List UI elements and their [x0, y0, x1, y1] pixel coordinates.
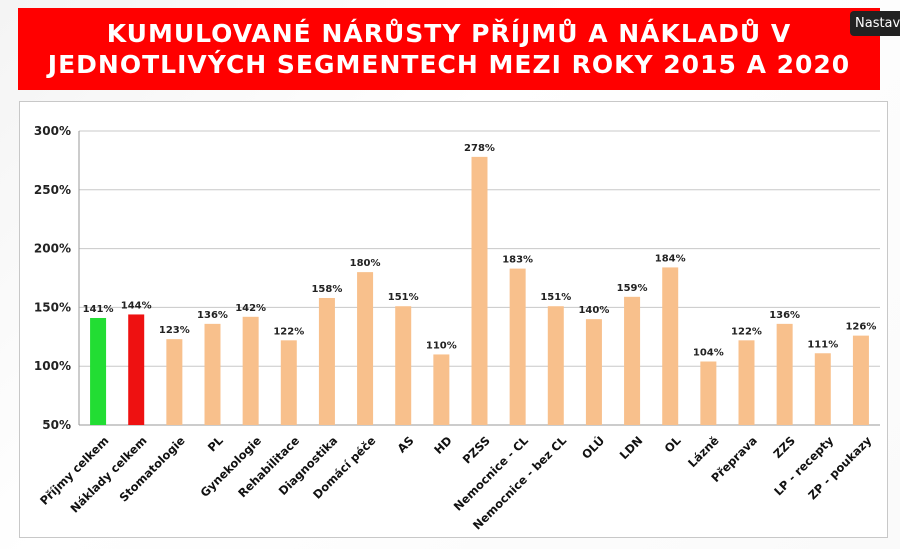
- bar: [471, 156, 488, 425]
- y-tick-label: 200%: [34, 242, 71, 256]
- bar: [852, 335, 869, 425]
- y-tick-label: 100%: [34, 359, 71, 373]
- x-tick-label: OL: [662, 433, 684, 455]
- data-label: 126%: [845, 322, 876, 333]
- bar: [585, 319, 602, 425]
- data-label: 110%: [426, 340, 457, 351]
- bar: [814, 353, 831, 425]
- bar: [166, 339, 183, 425]
- bar: [433, 354, 450, 425]
- x-tick-label: OLÚ: [578, 433, 607, 462]
- data-label: 180%: [350, 258, 381, 269]
- data-label: 151%: [388, 292, 419, 303]
- data-label: 122%: [273, 326, 304, 337]
- y-tick-label: 250%: [34, 183, 71, 197]
- data-label: 158%: [311, 284, 342, 295]
- y-tick-label: 50%: [42, 418, 71, 432]
- data-label: 144%: [121, 300, 152, 311]
- data-label: 111%: [807, 339, 838, 350]
- bar: [204, 323, 221, 425]
- data-label: 122%: [731, 326, 762, 337]
- data-label: 140%: [578, 305, 609, 316]
- bar: [509, 268, 526, 425]
- data-label: 136%: [769, 310, 800, 321]
- bar: [318, 297, 335, 425]
- bar: [776, 323, 793, 425]
- bar: [624, 296, 641, 425]
- y-tick-label: 150%: [34, 300, 71, 314]
- x-tick-label: Lázně: [685, 433, 722, 470]
- data-label: 136%: [197, 310, 228, 321]
- title-line-2: JEDNOTLIVÝCH SEGMENTECH MEZI ROKY 2015 A…: [47, 50, 851, 79]
- data-label: 142%: [235, 303, 266, 314]
- x-tick-label: AS: [395, 433, 417, 455]
- bar: [90, 317, 107, 425]
- y-tick-label: 300%: [34, 124, 71, 138]
- data-label: 141%: [83, 304, 114, 315]
- settings-button[interactable]: Nastav: [850, 11, 900, 36]
- x-tick-label: PL: [205, 433, 227, 455]
- data-label: 123%: [159, 325, 190, 336]
- data-label: 104%: [693, 347, 724, 358]
- data-label: 159%: [617, 283, 648, 294]
- title-banner: KUMULOVANÉ NÁRŮSTY PŘÍJMŮ A NÁKLADŮ V JE…: [18, 8, 880, 90]
- title-line-1: KUMULOVANÉ NÁRŮSTY PŘÍJMŮ A NÁKLADŮ V: [106, 19, 792, 48]
- bar: [357, 272, 374, 425]
- data-label: 151%: [540, 292, 571, 303]
- bar: [547, 306, 564, 425]
- bar-chart: 50% 100% 150% 200% 250% 300% 141% Příjmy celkem…: [34, 124, 880, 533]
- x-tick-label: Stomatologie: [117, 433, 188, 504]
- bar: [395, 306, 412, 425]
- x-tick-label: ZZS: [770, 433, 798, 461]
- chart-frame: 50% 100% 150% 200% 250% 300% 141% Příjmy celkem…: [19, 101, 888, 538]
- bar: [128, 314, 145, 425]
- bar: [280, 340, 297, 425]
- x-tick-label: PZSS: [460, 433, 493, 466]
- bar: [700, 361, 717, 425]
- bar: [662, 267, 679, 425]
- bar: [242, 316, 259, 425]
- bar: [738, 340, 755, 425]
- x-tick-label: Příjmy celkem: [37, 433, 111, 507]
- data-label: 183%: [502, 255, 533, 266]
- x-tick-label: HD: [431, 433, 454, 456]
- data-label: 184%: [655, 253, 686, 264]
- x-tick-label: LDN: [617, 433, 646, 462]
- data-label: 278%: [464, 143, 495, 154]
